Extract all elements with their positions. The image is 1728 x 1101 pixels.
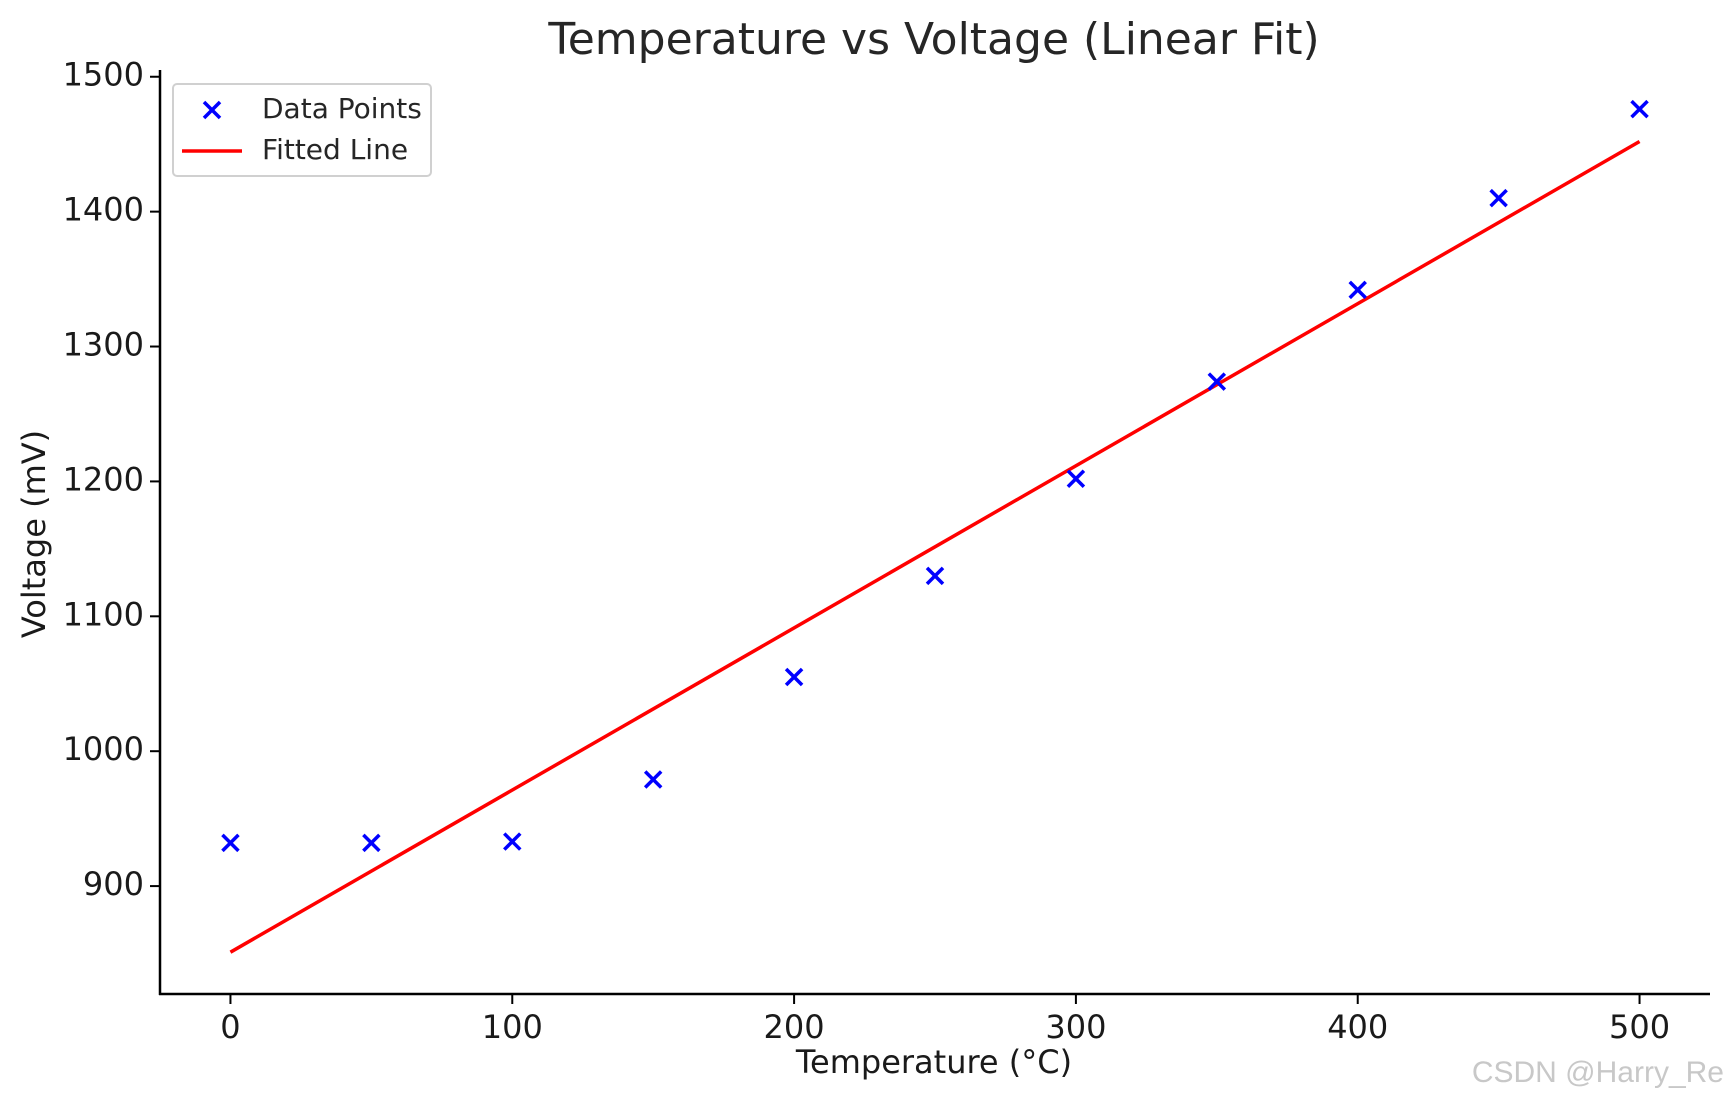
data-point	[1348, 280, 1367, 300]
data-point	[1207, 372, 1227, 391]
marker-stroke	[1066, 469, 1086, 488]
legend-label: Fitted Line	[262, 133, 408, 166]
y-axis-label: Voltage (mV)	[15, 430, 53, 638]
marker-stroke	[784, 667, 804, 687]
marker-stroke	[643, 770, 663, 789]
legend-box	[172, 83, 432, 177]
y-tick-label: 1000	[63, 730, 144, 768]
marker-stroke	[1207, 372, 1227, 391]
chart-title: Temperature vs Voltage (Linear Fit)	[547, 14, 1319, 65]
data-point	[784, 667, 804, 687]
x-axis-ticks: 0 100 200 300 400 500	[220, 994, 1670, 1046]
data-point	[925, 566, 945, 586]
plot-area	[221, 99, 1649, 954]
y-tick-label: 1200	[63, 460, 144, 498]
y-tick-label: 1400	[63, 191, 144, 229]
marker-stroke	[925, 566, 945, 586]
x-tick-label: 200	[764, 1008, 825, 1046]
marker-stroke	[1630, 99, 1649, 119]
legend-marker-data-points	[202, 100, 222, 120]
data-point	[1489, 188, 1508, 208]
x-tick-label: 0	[220, 1008, 240, 1046]
x-axis-label: Temperature (°C)	[795, 1043, 1072, 1081]
axes	[158, 70, 1710, 996]
marker-stroke	[202, 100, 222, 120]
data-point	[503, 832, 522, 851]
y-tick-label: 1300	[63, 326, 144, 364]
data-point	[643, 770, 663, 789]
y-tick-label: 1500	[63, 56, 144, 94]
marker-stroke	[1489, 188, 1508, 208]
data-point	[1630, 99, 1649, 119]
marker-stroke	[503, 832, 522, 851]
y-tick-label: 1100	[63, 595, 144, 633]
data-point	[1066, 469, 1086, 488]
data-point	[221, 833, 240, 853]
y-tick-label: 900	[83, 865, 144, 903]
x-tick-label: 400	[1327, 1008, 1388, 1046]
marker-stroke	[362, 833, 381, 853]
marker-stroke	[1348, 280, 1367, 300]
watermark-text: CSDN @Harry_Re	[1472, 1056, 1724, 1089]
legend: Data Points Fitted Line	[172, 83, 432, 177]
fitted-line	[229, 139, 1641, 954]
data-point	[362, 833, 381, 853]
legend-label: Data Points	[262, 92, 422, 125]
x-tick-label: 500	[1609, 1008, 1670, 1046]
marker-stroke	[221, 833, 240, 853]
x-tick-label: 300	[1045, 1008, 1106, 1046]
y-axis-ticks: 900 1000 1100 1200 1300 1400 1500	[63, 56, 160, 903]
x-tick-label: 100	[482, 1008, 543, 1046]
